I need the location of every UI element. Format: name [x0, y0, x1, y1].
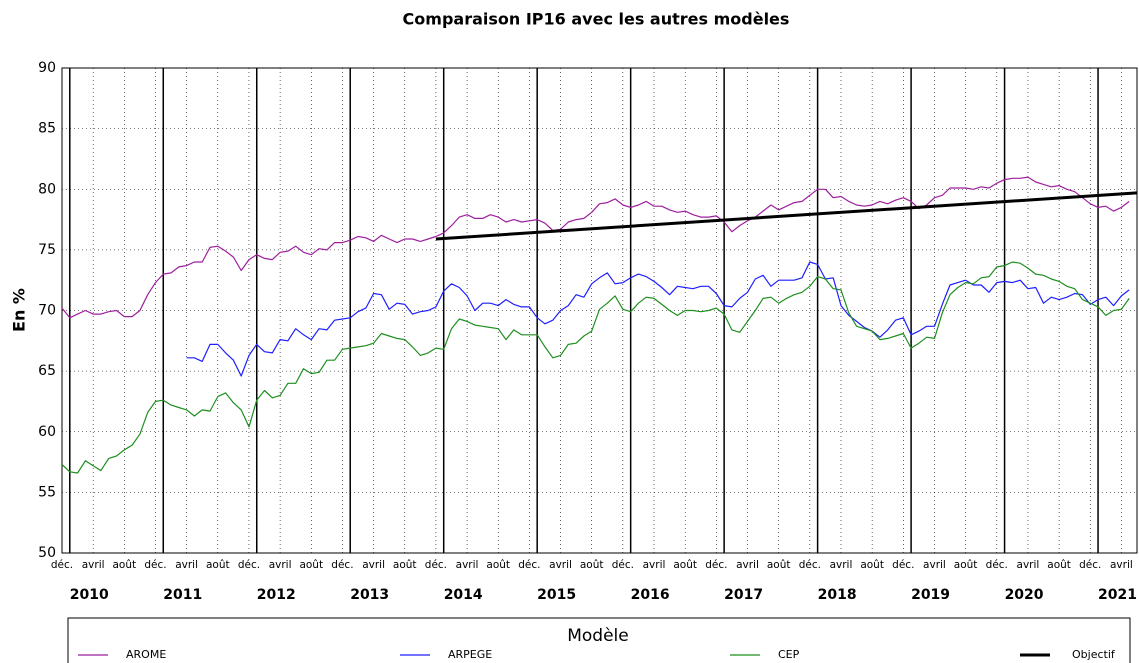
legend-label: ARPEGE [448, 648, 492, 661]
chart-title: Comparaison IP16 avec les autres modèles [403, 10, 790, 29]
x-tick-label: août [112, 559, 136, 571]
year-label: 2015 [537, 587, 576, 603]
x-tick-label: déc. [238, 559, 260, 571]
y-tick-label: 70 [38, 303, 56, 319]
year-label: 2020 [1005, 587, 1044, 603]
x-tick-label: déc. [705, 559, 727, 571]
series-line [61, 261, 1130, 474]
x-tick-label: août [580, 559, 604, 571]
x-tick-label: avril [736, 559, 759, 571]
x-tick-label: déc. [425, 559, 447, 571]
x-tick-label: avril [830, 559, 853, 571]
x-tick-label: avril [1017, 559, 1040, 571]
x-tick-label: déc. [518, 559, 540, 571]
legend-box [67, 617, 1131, 663]
legend-label: Objectif [1072, 648, 1116, 661]
x-tick-label: avril [1110, 559, 1133, 571]
x-tick-label: déc. [51, 559, 73, 571]
x-tick-label: août [206, 559, 230, 571]
x-tick-label: août [860, 559, 884, 571]
x-tick-label: août [486, 559, 510, 571]
x-tick-label: déc. [892, 559, 914, 571]
series-line [186, 261, 1130, 377]
y-tick-label: 50 [38, 545, 56, 561]
year-label: 2014 [444, 587, 483, 603]
year-label: 2017 [724, 587, 763, 603]
x-tick-label: août [767, 559, 791, 571]
x-tick-label: avril [923, 559, 946, 571]
legend-label: CEP [778, 648, 800, 661]
y-tick-label: 65 [38, 363, 56, 379]
year-label: 2018 [818, 587, 857, 603]
x-tick-label: avril [175, 559, 198, 571]
plot-frame [61, 67, 1138, 554]
x-tick-label: déc. [612, 559, 634, 571]
x-tick-label: août [1047, 559, 1071, 571]
x-tick-label: août [299, 559, 323, 571]
series-line [61, 176, 1130, 319]
y-tick-label: 75 [38, 242, 56, 258]
year-label: 2012 [257, 587, 296, 603]
x-tick-label: avril [549, 559, 572, 571]
year-label: 2011 [163, 587, 202, 603]
y-tick-label: 60 [38, 424, 56, 440]
x-tick-label: août [673, 559, 697, 571]
x-tick-label: déc. [986, 559, 1008, 571]
legend-title: Modèle [567, 626, 629, 646]
x-tick-label: avril [456, 559, 479, 571]
x-tick-label: déc. [331, 559, 353, 571]
y-tick-label: 55 [38, 484, 56, 500]
y-tick-label: 90 [38, 60, 56, 76]
legend-label: AROME [126, 648, 166, 661]
x-tick-label: déc. [799, 559, 821, 571]
x-tick-label: août [393, 559, 417, 571]
y-tick-label: 80 [38, 181, 56, 197]
x-tick-label: avril [643, 559, 666, 571]
year-label: 2016 [631, 587, 670, 603]
x-tick-label: août [954, 559, 978, 571]
x-tick-label: avril [82, 559, 105, 571]
year-label: 2010 [70, 587, 109, 603]
x-tick-label: déc. [144, 559, 166, 571]
x-tick-label: avril [362, 559, 385, 571]
x-tick-label: avril [269, 559, 292, 571]
year-label: 2021 [1098, 587, 1137, 603]
year-label: 2019 [911, 587, 950, 603]
y-axis-label: En % [10, 288, 29, 332]
y-tick-label: 85 [38, 121, 56, 137]
x-tick-label: déc. [1079, 559, 1101, 571]
series-line [435, 191, 1138, 241]
year-label: 2013 [350, 587, 389, 603]
